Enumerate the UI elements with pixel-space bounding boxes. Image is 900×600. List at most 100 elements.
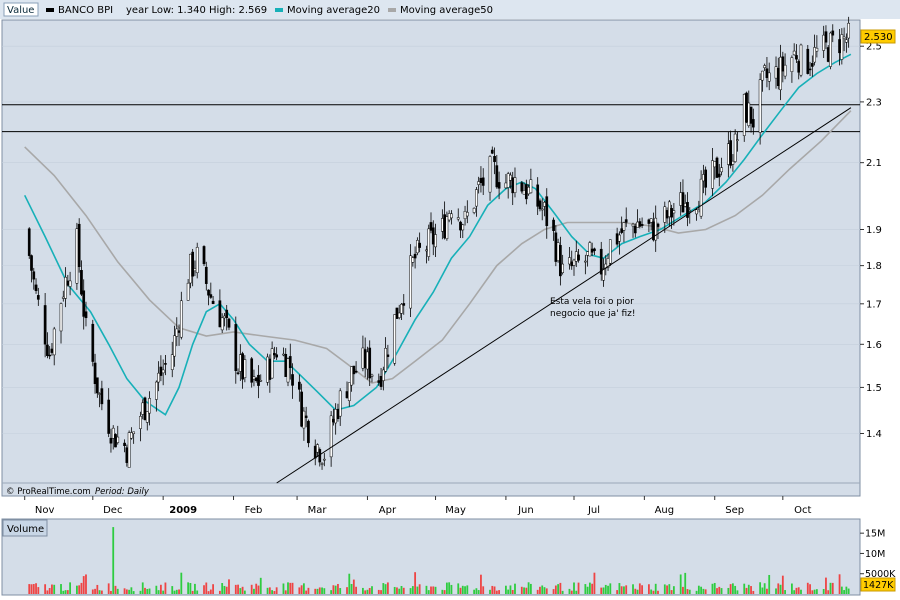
candle-body (792, 50, 796, 56)
volume-bar (543, 587, 546, 594)
volume-bar (811, 590, 814, 594)
candle-body (273, 353, 276, 356)
candle-body (345, 391, 349, 399)
volume-bar (559, 582, 562, 594)
candle-body (758, 79, 762, 133)
volume-bar (716, 588, 718, 594)
volume-bar (334, 585, 337, 594)
candle-body (338, 390, 342, 417)
candle-body (100, 388, 104, 405)
candle-body (715, 157, 719, 178)
x-axis-month-label: Oct (794, 505, 811, 516)
candle (236, 368, 240, 376)
candle (393, 314, 397, 366)
candle-body (509, 174, 512, 181)
volume-bar (194, 583, 196, 594)
volume-bar (602, 587, 605, 594)
volume-bar (37, 587, 40, 594)
candle-body (472, 207, 476, 213)
candle (656, 222, 660, 240)
candle (434, 223, 437, 257)
volume-bar (207, 591, 210, 594)
volume-bar (568, 588, 571, 594)
volume-bar (416, 586, 419, 594)
candle (234, 316, 238, 384)
volume-bar (225, 586, 228, 594)
candle-body (252, 376, 256, 380)
candle (427, 224, 431, 261)
candle (352, 365, 356, 385)
candle-body (143, 397, 147, 420)
volume-bar (257, 585, 260, 594)
volume-bar (259, 577, 262, 594)
volume-bar (291, 582, 294, 594)
candle (123, 439, 126, 453)
volume-bar (250, 584, 253, 594)
candle (808, 61, 812, 77)
candle (297, 374, 301, 402)
candle (506, 171, 510, 199)
candle (302, 407, 306, 441)
volume-bar (505, 585, 507, 594)
candle-body (572, 259, 576, 266)
volume-bar (652, 590, 655, 594)
candle-body (307, 420, 310, 444)
candle (243, 355, 247, 383)
candle (154, 380, 158, 412)
candle-body (822, 34, 826, 51)
candle-body (459, 221, 462, 231)
candle-body (234, 324, 238, 371)
candle-body (370, 374, 374, 377)
candle-body (336, 409, 340, 419)
volume-bar (557, 584, 560, 594)
candle-body (425, 249, 428, 252)
candle (400, 303, 403, 320)
candle-body (622, 222, 626, 231)
volume-bar (164, 582, 167, 594)
candle (688, 207, 692, 224)
candle-body (288, 356, 292, 369)
candle-body (400, 304, 403, 314)
candle-body (481, 177, 485, 186)
candle (161, 359, 165, 386)
candle-body (747, 102, 751, 126)
candle (845, 33, 848, 53)
candle (529, 168, 533, 194)
volume-bar (189, 582, 192, 594)
candle (729, 130, 732, 169)
volume-bar (64, 590, 67, 594)
trendline (276, 107, 852, 484)
volume-bar (625, 585, 628, 594)
candle-body (711, 160, 714, 189)
volume-y-tick-label: 15M (865, 529, 885, 540)
candle-body (552, 219, 555, 231)
candle (472, 207, 476, 215)
volume-bar (684, 572, 687, 594)
candle (445, 211, 449, 241)
volume-bar (511, 589, 514, 594)
volume-bar (523, 587, 525, 594)
volume-bar (212, 584, 214, 594)
candle-body (590, 248, 594, 253)
volume-bar (305, 590, 308, 594)
candle (130, 427, 133, 440)
candle (829, 31, 832, 70)
volume-bar (575, 590, 578, 594)
volume-bar (491, 585, 494, 594)
candle (127, 430, 131, 468)
volume-bar (686, 589, 689, 594)
volume-bar (768, 574, 771, 594)
legend-swatch-ma20 (275, 8, 283, 12)
candle-body (409, 255, 412, 309)
candle (815, 35, 819, 58)
candle (288, 343, 292, 380)
candle (46, 332, 49, 359)
volume-bar (337, 583, 339, 594)
volume-bar (766, 588, 768, 594)
candle (379, 367, 383, 390)
candle-body (624, 219, 628, 223)
volume-bar (178, 589, 180, 594)
volume-bar (348, 573, 351, 594)
candle (84, 301, 88, 327)
volume-bar (831, 582, 834, 594)
